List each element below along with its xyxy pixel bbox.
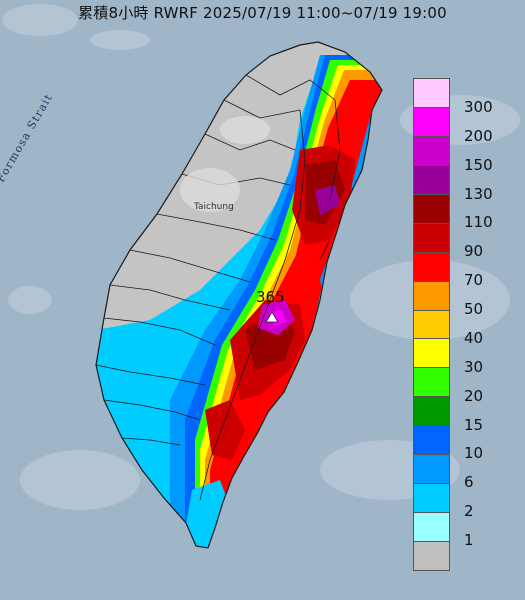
legend-swatch — [414, 223, 449, 253]
legend-label: 150 — [464, 155, 493, 174]
legend-label: 130 — [464, 184, 493, 203]
legend-label: 110 — [464, 213, 493, 232]
legend-swatch — [414, 368, 449, 398]
legend-label: 15 — [464, 415, 484, 434]
legend-label: 50 — [464, 300, 484, 319]
legend-swatch — [414, 339, 449, 369]
legend-swatch — [414, 252, 449, 282]
legend-swatch — [414, 455, 449, 485]
legend-label: 40 — [464, 328, 484, 347]
legend-label: 30 — [464, 357, 484, 376]
legend-label: 200 — [464, 126, 493, 145]
legend-swatch — [414, 79, 449, 108]
legend-colorbar — [413, 78, 450, 571]
admin-boundaries — [95, 41, 383, 549]
legend-swatch — [414, 542, 449, 570]
legend-swatch — [414, 136, 449, 166]
legend-label: 1 — [464, 531, 474, 550]
legend-swatch — [414, 107, 449, 137]
legend-swatch — [414, 397, 449, 427]
legend-label: 20 — [464, 386, 484, 405]
legend-swatch — [414, 484, 449, 514]
legend-label: 70 — [464, 271, 484, 290]
legend-swatch — [414, 281, 449, 311]
map-title: 累積8小時 RWRF 2025/07/19 11:00~07/19 19:00 — [78, 4, 447, 22]
legend-label: 10 — [464, 444, 484, 463]
terrain-highlights — [180, 116, 270, 212]
legend-label: 6 — [464, 473, 474, 492]
max-rainfall-marker-icon — [265, 311, 279, 323]
city-label: Taichung — [194, 202, 234, 212]
max-value-label: 365 — [256, 288, 285, 306]
legend-label: 90 — [464, 242, 484, 261]
legend-swatch — [414, 426, 449, 456]
legend-swatch — [414, 513, 449, 542]
legend-label: 2 — [464, 502, 474, 521]
legend-swatch — [414, 165, 449, 195]
legend-swatch — [414, 310, 449, 340]
legend-label: 300 — [464, 97, 493, 116]
legend-swatch — [414, 194, 449, 224]
